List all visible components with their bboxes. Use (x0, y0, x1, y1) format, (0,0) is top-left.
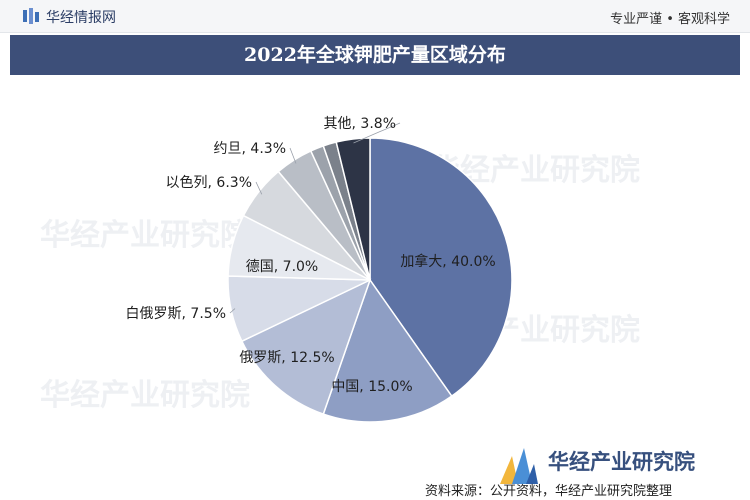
pie-slice (240, 278, 372, 416)
slogan: 专业严谨 • 客观科学 (610, 12, 730, 27)
title-band: 2022年全球钾肥产量区域分布 (10, 35, 740, 75)
slice-label: 其他, 3.8% (324, 116, 396, 132)
watermark-1: 华经产业研究院 (40, 218, 250, 253)
top-bar: 华经情报网 专业严谨 • 客观科学 (0, 0, 750, 33)
leader-line (229, 308, 236, 314)
slice-label: 加拿大, 40.0% (400, 253, 495, 270)
watermark-2: 华经产业研究院 (40, 378, 250, 413)
pie-slice (369, 137, 513, 398)
slice-label: 白俄罗斯, 7.5% (126, 306, 226, 322)
pie-slice (335, 137, 371, 281)
slice-label: 俄罗斯, 12.5% (239, 350, 334, 366)
slice-label: 中国, 15.0% (331, 379, 412, 395)
brand-name: 华经产业研究院 (548, 450, 695, 474)
chart-title: 2022年全球钾肥产量区域分布 (244, 44, 506, 66)
pie-slice (322, 278, 453, 423)
slice-label: 德国, 7.0% (246, 259, 318, 275)
source-note: 资料来源：公开资料，华经产业研究院整理 (425, 484, 673, 499)
slice-label: 约旦, 4.3% (214, 141, 286, 157)
site-logo-icon (23, 8, 39, 24)
brand-logo-icon (500, 448, 538, 484)
leader-line (353, 122, 401, 144)
leader-line (255, 181, 263, 195)
site-name[interactable]: 华经情报网 (46, 10, 116, 26)
leader-line (289, 147, 297, 164)
slice-label: 以色列, 6.3% (166, 174, 252, 191)
